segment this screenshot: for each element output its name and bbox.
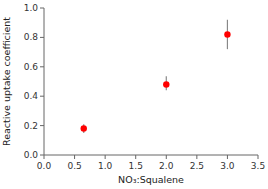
plot-area xyxy=(81,20,231,133)
y-tick-label: 1.0 xyxy=(24,3,39,13)
y-tick-label: 0.2 xyxy=(24,121,38,131)
chart: 0.0 0.5 1.0 1.5 2.0 2.5 3.0 3.5 0.0 0.2 0.4 0.6 0.8 1… xyxy=(0,0,268,189)
y-axis-label: Reactive uptake coefficient xyxy=(1,17,12,146)
x-tick-label: 2.0 xyxy=(159,161,174,171)
x-tick-label: 1.5 xyxy=(129,161,143,171)
x-axis-line xyxy=(44,155,258,156)
point xyxy=(81,125,87,131)
x-tick xyxy=(166,155,167,159)
x-tick xyxy=(74,155,75,159)
point xyxy=(224,31,230,37)
x-tick-label: 3.5 xyxy=(251,161,265,171)
y-tick xyxy=(40,8,44,9)
x-tick-label: 0.0 xyxy=(37,161,52,171)
x-axis-label: NO₃:Squalene xyxy=(118,174,184,185)
y-tick-label: 0.6 xyxy=(24,62,39,72)
y-tick xyxy=(40,125,44,126)
y-tick xyxy=(40,155,44,156)
y-tick-label: 0.0 xyxy=(24,150,39,160)
x-tick xyxy=(135,155,136,159)
y-tick xyxy=(40,37,44,38)
y-tick xyxy=(40,66,44,67)
y-axis-line xyxy=(44,8,45,155)
x-tick-label: 0.5 xyxy=(67,161,81,171)
y-tick xyxy=(40,96,44,97)
chart-container: 0.0 0.5 1.0 1.5 2.0 2.5 3.0 3.5 0.0 0.2 0.4 0.6 0.8 1… xyxy=(0,0,268,189)
point xyxy=(163,81,169,87)
x-tick xyxy=(227,155,228,159)
x-tick-label: 1.0 xyxy=(98,161,113,171)
x-tick xyxy=(258,155,259,159)
x-tick-label: 3.0 xyxy=(220,161,235,171)
x-tick xyxy=(105,155,106,159)
x-tick xyxy=(196,155,197,159)
x-tick-label: 2.5 xyxy=(190,161,204,171)
y-tick-label: 0.8 xyxy=(24,32,39,42)
x-tick xyxy=(44,155,45,159)
y-tick-label: 0.4 xyxy=(24,91,39,101)
